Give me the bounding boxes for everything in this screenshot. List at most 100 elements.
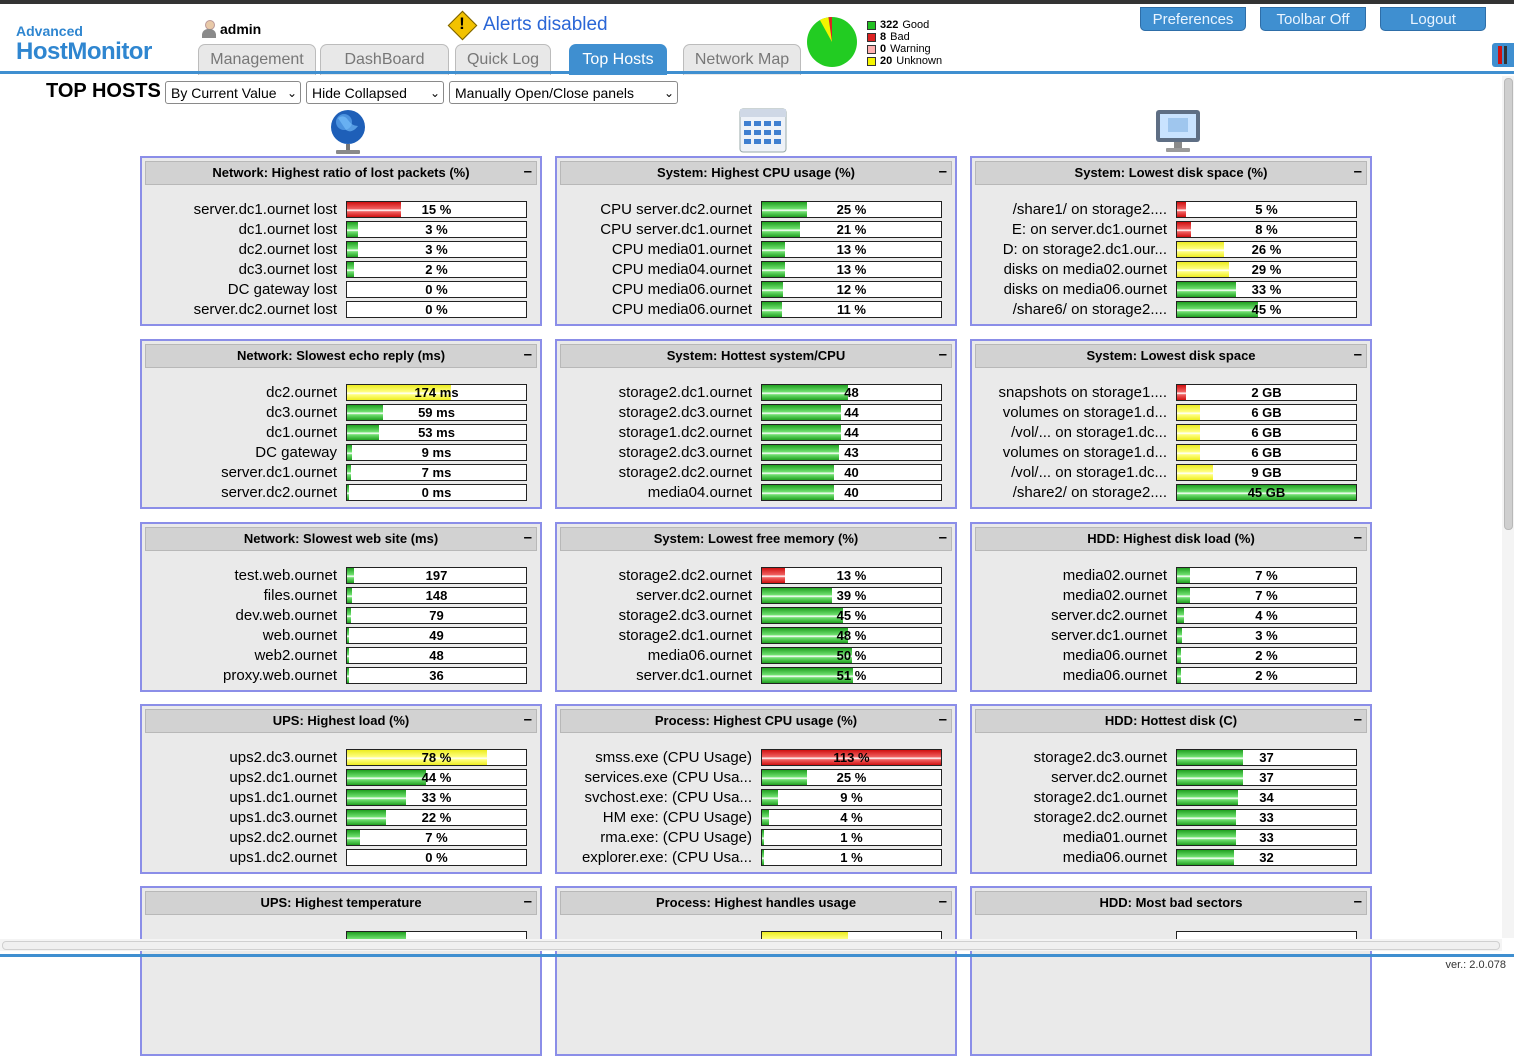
host-row[interactable]: explorer.exe: (CPU Usa... 1 % [557,848,955,868]
panel-title[interactable]: HDD: Highest disk load (%) [975,527,1367,551]
side-panel-toggle[interactable] [1492,43,1514,67]
host-row[interactable]: ups2.dc3.ournet 78 % [142,748,540,768]
host-row[interactable]: CPU media06.ournet 12 % [557,280,955,300]
host-row[interactable]: media02.ournet 7 % [972,566,1370,586]
host-row[interactable]: DC gateway 9 ms [142,443,540,463]
host-row[interactable]: svchost.exe: (CPU Usa... 9 % [557,788,955,808]
panel-title[interactable]: HDD: Hottest disk (C) [975,709,1367,733]
panel-title[interactable]: System: Highest CPU usage (%) [560,161,952,185]
collapse-panel-icon[interactable]: – [1353,163,1362,180]
host-row[interactable]: media06.ournet 2 % [972,646,1370,666]
host-row[interactable]: media01.ournet 33 [972,828,1370,848]
host-row[interactable]: storage2.dc2.ournet 33 [972,808,1370,828]
host-row[interactable]: disks on media02.ournet 29 % [972,260,1370,280]
host-row[interactable]: dc3.ournet lost 2 % [142,260,540,280]
panel-title[interactable]: System: Lowest disk space [975,344,1367,368]
panel-title[interactable]: System: Lowest free memory (%) [560,527,952,551]
host-row[interactable]: storage2.dc3.ournet 44 [557,403,955,423]
host-row[interactable]: ups2.dc1.ournet 44 % [142,768,540,788]
host-row[interactable]: media06.ournet 50 % [557,646,955,666]
horizontal-scrollbar[interactable] [0,939,1502,951]
collapse-panel-icon[interactable]: – [523,893,532,910]
host-row[interactable]: D: on storage2.dc1.our... 26 % [972,240,1370,260]
host-row[interactable]: DC gateway lost 0 % [142,280,540,300]
host-row[interactable]: CPU media04.ournet 13 % [557,260,955,280]
host-row[interactable]: CPU media01.ournet 13 % [557,240,955,260]
host-row[interactable]: media02.ournet 7 % [972,586,1370,606]
host-row[interactable]: server.dc2.ournet 37 [972,768,1370,788]
host-row[interactable]: server.dc2.ournet 4 % [972,606,1370,626]
tab-management[interactable]: Management [198,44,316,75]
collapse-panel-icon[interactable]: – [1353,529,1362,546]
host-row[interactable]: dc1.ournet lost 3 % [142,220,540,240]
host-row[interactable]: server.dc2.ournet 0 ms [142,483,540,503]
collapse-panel-icon[interactable]: – [523,711,532,728]
tab-quick-log[interactable]: Quick Log [455,44,551,75]
host-row[interactable]: dc1.ournet 53 ms [142,423,540,443]
host-row[interactable]: storage2.dc2.ournet 13 % [557,566,955,586]
host-row[interactable]: ups1.dc3.ournet 22 % [142,808,540,828]
alerts-status[interactable]: ! Alerts disabled [447,10,608,41]
host-row[interactable]: dc2.ournet 174 ms [142,383,540,403]
panel-title[interactable]: Process: Highest handles usage [560,891,952,915]
collapse-panel-icon[interactable]: – [938,893,947,910]
host-row[interactable]: web2.ournet 48 [142,646,540,666]
collapse-panel-icon[interactable]: – [1353,711,1362,728]
vertical-scroll-thumb[interactable] [1504,78,1513,530]
host-row[interactable]: storage1.dc2.ournet 44 [557,423,955,443]
host-row[interactable]: server.dc1.ournet 3 % [972,626,1370,646]
panels-mode-select[interactable]: Manually Open/Close panels ⌄ [449,81,678,104]
host-row[interactable]: CPU server.dc1.ournet 21 % [557,220,955,240]
logout-button[interactable]: Logout [1380,7,1486,31]
panel-title[interactable]: Network: Slowest echo reply (ms) [145,344,537,368]
host-row[interactable]: server.dc1.ournet 7 ms [142,463,540,483]
host-row[interactable]: rma.exe: (CPU Usage) 1 % [557,828,955,848]
collapse-panel-icon[interactable]: – [1353,346,1362,363]
collapse-panel-icon[interactable]: – [938,711,947,728]
host-row[interactable]: snapshots on storage1.... 2 GB [972,383,1370,403]
host-row[interactable]: web.ournet 49 [142,626,540,646]
host-row[interactable]: storage2.dc2.ournet 40 [557,463,955,483]
collapse-panel-icon[interactable]: – [938,346,947,363]
sort-select[interactable]: By Current Value ⌄ [165,81,301,104]
host-row[interactable]: volumes on storage1.d... 6 GB [972,443,1370,463]
panel-title[interactable]: Network: Slowest web site (ms) [145,527,537,551]
preferences-button[interactable]: Preferences [1140,7,1246,31]
host-row[interactable]: media06.ournet 2 % [972,666,1370,686]
panel-title[interactable]: HDD: Most bad sectors [975,891,1367,915]
host-row[interactable]: ups2.dc2.ournet 7 % [142,828,540,848]
host-row[interactable]: server.dc2.ournet 39 % [557,586,955,606]
host-row[interactable]: /share6/ on storage2.... 45 % [972,300,1370,320]
tab-network-map[interactable]: Network Map [683,44,801,75]
toolbar-off-button[interactable]: Toolbar Off [1260,7,1366,31]
host-row[interactable]: smss.exe (CPU Usage) 113 % [557,748,955,768]
host-row[interactable]: files.ournet 148 [142,586,540,606]
host-row[interactable]: dev.web.ournet 79 [142,606,540,626]
horizontal-scroll-thumb[interactable] [2,941,1500,950]
host-row[interactable]: media06.ournet 32 [972,848,1370,868]
host-row[interactable]: dc2.ournet lost 3 % [142,240,540,260]
host-row[interactable]: dc3.ournet 59 ms [142,403,540,423]
host-row[interactable]: HM exe: (CPU Usage) 4 % [557,808,955,828]
host-row[interactable]: /share1/ on storage2.... 5 % [972,200,1370,220]
host-row[interactable]: /vol/... on storage1.dc... 9 GB [972,463,1370,483]
collapse-select[interactable]: Hide Collapsed ⌄ [306,81,444,104]
vertical-scrollbar[interactable] [1502,76,1514,938]
host-row[interactable]: server.dc1.ournet lost 15 % [142,200,540,220]
panel-title[interactable]: UPS: Highest load (%) [145,709,537,733]
host-row[interactable]: disks on media06.ournet 33 % [972,280,1370,300]
host-row[interactable]: CPU server.dc2.ournet 25 % [557,200,955,220]
host-row[interactable]: test.web.ournet 197 [142,566,540,586]
host-row[interactable]: volumes on storage1.d... 6 GB [972,403,1370,423]
host-row[interactable]: proxy.web.ournet 36 [142,666,540,686]
host-row[interactable]: server.dc1.ournet 51 % [557,666,955,686]
host-row[interactable]: server.dc2.ournet lost 0 % [142,300,540,320]
collapse-panel-icon[interactable]: – [523,346,532,363]
host-row[interactable]: storage2.dc1.ournet 48 [557,383,955,403]
host-row[interactable]: /share2/ on storage2.... 45 GB [972,483,1370,503]
collapse-panel-icon[interactable]: – [1353,893,1362,910]
host-row[interactable]: CPU media06.ournet 11 % [557,300,955,320]
tab-dashboard[interactable]: DashBoard [320,44,449,75]
host-row[interactable]: storage2.dc1.ournet 34 [972,788,1370,808]
collapse-panel-icon[interactable]: – [938,529,947,546]
